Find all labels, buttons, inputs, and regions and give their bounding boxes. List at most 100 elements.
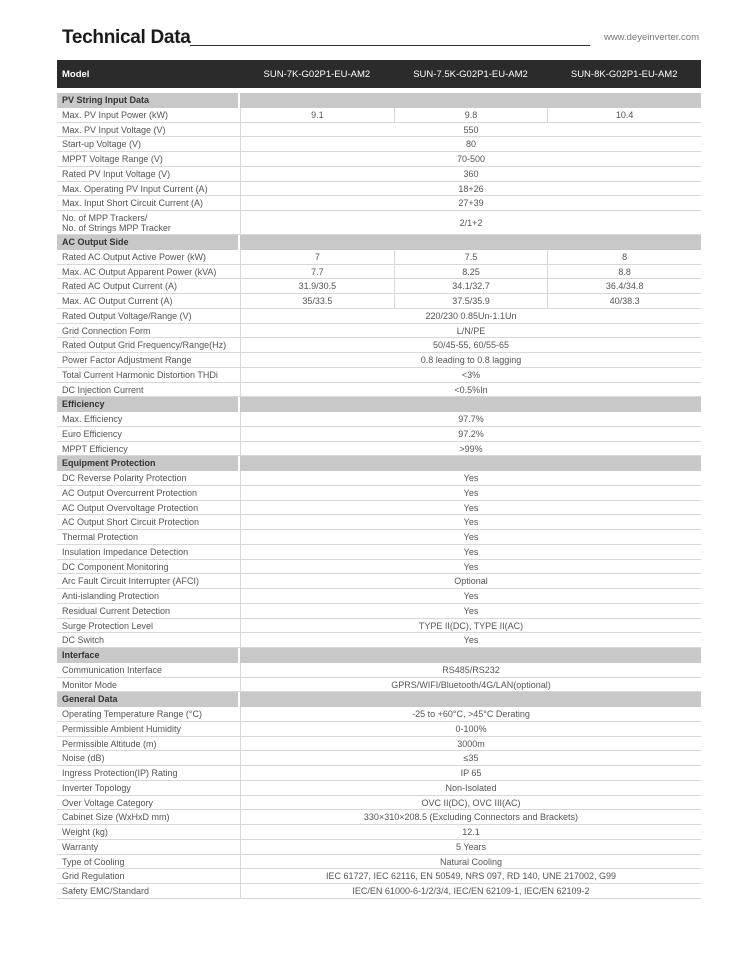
row-label: Monitor Mode [62, 679, 118, 690]
table-row: DC Injection Current <0.5%In [57, 382, 701, 398]
row-label: Power Factor Adjustment Range [62, 355, 192, 365]
row-value: 3000m [240, 736, 701, 751]
row-label: Rated AC Output Active Power (kW) [62, 251, 207, 262]
row-values: Yes [240, 530, 701, 544]
table-row: AC Output Overcurrent Protection Yes [57, 485, 701, 501]
table-row: Rated AC Output Active Power (kW) 7 7.5 8 [57, 249, 701, 265]
row-label: Max. Efficiency [62, 414, 123, 424]
title-divider [190, 45, 590, 46]
section-title: PV String Input Data [57, 93, 238, 108]
table-row: Max. Input Short Circuit Current (A) 27+3… [57, 196, 701, 211]
row-label-line: No. of MPP Trackers/ [62, 213, 148, 223]
section-header: Efficiency [57, 397, 701, 412]
row-values: IP 65 [240, 766, 701, 780]
row-values: 0-100% [240, 721, 701, 736]
row-value: 18+26 [240, 181, 701, 196]
table-row: DC Reverse Polarity Protection Yes [57, 471, 701, 486]
row-value: 10.4 [547, 107, 701, 122]
table-row: Operating Temperature Range (°C) -25 to +… [57, 707, 701, 722]
table-row: AC Output Overvoltage Protection Yes [57, 500, 701, 516]
spec-table: Model SUN-7K-G02P1-EU-AM2 SUN-7.5K-G02P1… [57, 60, 701, 899]
row-value: >99% [240, 441, 701, 456]
row-value: Natural Cooling [240, 854, 701, 869]
table-row: Weight (kg) 12.1 [57, 825, 701, 840]
row-value: Yes [240, 515, 701, 529]
row-label: Operating Temperature Range (°C) [62, 709, 203, 719]
row-value: 8.25 [393, 264, 548, 279]
row-label: Surge Protection Level [62, 620, 154, 631]
row-label: Rated Output Grid Frequency/Range(Hz) [62, 340, 227, 351]
row-value: IP 65 [240, 766, 701, 780]
row-label: Ingress Protection(IP) Rating [62, 768, 178, 778]
table-row: Rated Output Grid Frequency/Range(Hz) 50/… [57, 338, 701, 353]
row-value: 97.2% [240, 426, 701, 441]
row-value: IEC 61727, IEC 62116, EN 50549, NRS 097,… [240, 869, 701, 883]
row-label: Type of Cooling [62, 856, 125, 867]
row-label: Communication Interface [62, 664, 163, 675]
table-row: Power Factor Adjustment Range 0.8 leading… [57, 353, 701, 368]
table-row: Communication Interface RS485/RS232 [57, 662, 701, 678]
table-row: Over Voltage Category OVC II(DC), OVC III… [57, 795, 701, 811]
row-label: Max. Operating PV Input Current (A) [62, 183, 208, 194]
row-values: OVC II(DC), OVC III(AC) [240, 795, 701, 810]
section-title: General Data [57, 692, 238, 707]
row-label: DC Injection Current [62, 384, 144, 395]
section-header: AC Output Side [57, 235, 701, 250]
row-label: Cabinet Size (WxHxD mm) [62, 812, 170, 823]
row-values: 9.1 9.8 10.4 [240, 107, 701, 122]
section-title: Interface [57, 648, 238, 663]
table-row: Anti-islanding Protection Yes [57, 589, 701, 604]
row-values: Natural Cooling [240, 854, 701, 869]
row-value: 2/1+2 [240, 211, 701, 234]
row-values: <0.5%In [240, 382, 701, 397]
row-value: 0.8 leading to 0.8 lagging [240, 353, 701, 367]
row-value: 330×310×208.5 (Excluding Connectors and … [240, 810, 701, 824]
row-values: ≤35 [240, 751, 701, 765]
table-row: DC Component Monitoring Yes [57, 559, 701, 575]
row-values: 550 [240, 122, 701, 137]
model-name: SUN-8K-G02P1-EU-AM2 [570, 68, 678, 80]
row-value: ≤35 [240, 751, 701, 765]
table-row: Max. PV Input Voltage (V) 550 [57, 122, 701, 138]
website-link[interactable]: www.deyeinverter.com [603, 32, 699, 43]
row-values: 31.9/30.5 34.1/32.7 36.4/34.8 [240, 279, 701, 293]
table-row: Max. PV Input Power (kW) 9.1 9.8 10.4 [57, 107, 701, 123]
row-label: Insulation Impedance Detection [62, 546, 189, 557]
row-label: Rated Output Voltage/Range (V) [62, 310, 192, 321]
row-value: Non-Isolated [240, 780, 701, 795]
table-row: DC Switch Yes [57, 633, 701, 648]
table-row: Rated AC Output Current (A) 31.9/30.5 34.1… [57, 279, 701, 294]
row-values: Optional [240, 574, 701, 588]
table-row: Grid Regulation IEC 61727, IEC 62116, EN … [57, 869, 701, 884]
row-value: OVC II(DC), OVC III(AC) [240, 795, 701, 810]
row-values: 97.7% [240, 412, 701, 426]
row-label: Over Voltage Category [62, 797, 154, 808]
row-value: 8.8 [547, 264, 701, 279]
row-value: 360 [240, 166, 701, 181]
row-values: 97.2% [240, 426, 701, 441]
table-row: Inverter Topology Non-Isolated [57, 780, 701, 796]
row-value: 220/230 0.85Un-1.1Un [240, 308, 701, 323]
row-values: 7.7 8.25 8.8 [240, 264, 701, 279]
row-values: 35/33.5 37.5/35.9 40/38.3 [240, 294, 701, 308]
table-row: Cabinet Size (WxHxD mm) 330×310×208.5 (Ex… [57, 810, 701, 825]
row-value: -25 to +60°C, >45°C Derating [240, 707, 701, 721]
section-header: Equipment Protection [57, 456, 701, 471]
row-values: 5 Years [240, 839, 701, 854]
row-label: Max. PV Input Power (kW) [62, 109, 169, 120]
table-row: Total Current Harmonic Distortion THDi <3… [57, 367, 701, 383]
row-label: Start-up Voltage (V) [62, 139, 142, 150]
row-value: 97.7% [240, 412, 701, 426]
row-label: Total Current Harmonic Distortion THDi [62, 369, 218, 380]
table-row: Arc Fault Circuit Interrupter (AFCI) Opti… [57, 574, 701, 589]
row-values: GPRS/WIFI/Bluetooth/4G/LAN(optional) [240, 677, 701, 692]
table-header: Model SUN-7K-G02P1-EU-AM2 SUN-7.5K-G02P1… [57, 60, 701, 88]
row-values: 7 7.5 8 [240, 249, 701, 264]
row-label: Anti-islanding Protection [62, 591, 160, 601]
row-label: Euro Efficiency [62, 428, 122, 439]
row-value: 12.1 [240, 825, 701, 839]
row-value: Yes [240, 471, 701, 485]
row-label: Rated AC Output Current (A) [62, 281, 178, 292]
row-value: Yes [240, 603, 701, 618]
table-row: Permissible Ambient Humidity 0-100% [57, 721, 701, 737]
